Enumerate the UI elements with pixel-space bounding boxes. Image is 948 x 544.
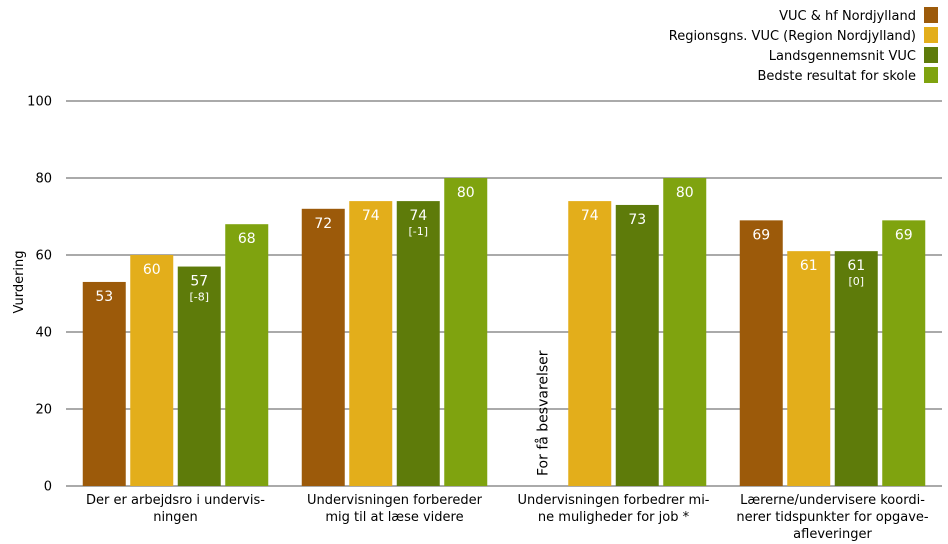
bar [882,220,926,486]
bar [82,281,126,486]
bar-value-label: 80 [676,185,694,201]
bar-value-label: 69 [895,227,913,243]
legend-entry: Bedste resultat for skole [757,69,916,84]
bar [130,255,174,486]
y-tick-label: 40 [35,326,52,341]
x-axis-labels: Der er arbejdsro i undervis-ningen Underv… [86,493,929,542]
bar [834,251,878,486]
y-tick-label: 20 [35,403,52,418]
bar-note-label: [-8] [189,291,209,304]
bar-value-label: 73 [628,212,646,228]
bar [349,201,393,486]
y-tick-label: 100 [27,95,52,110]
bar-value-label: 61 [800,258,818,274]
bar-value-label: 68 [238,231,256,247]
bar-note-label: [-1] [408,225,428,238]
chart-legend: VUC & hf Nordjylland Regionsgns. VUC (Reg… [669,7,938,84]
bar [301,208,345,487]
bar [787,251,831,486]
bar-value-label: 74 [581,208,599,224]
bar-value-label: 80 [457,185,475,201]
bar-value-label: 74 [409,208,427,224]
bar [615,204,659,486]
y-axis-label: Vurdering [12,250,27,313]
bar [663,178,707,486]
bar-value-label: 61 [847,258,865,274]
legend-entry: Regionsgns. VUC (Region Nordjylland) [669,29,916,44]
bar [225,224,269,486]
legend-swatch [924,27,938,43]
x-tick-label: Der er arbejdsro i undervis-ningen [86,493,265,525]
y-tick-label: 60 [35,249,52,264]
bar-value-label: 74 [362,208,380,224]
legend-entry: Landsgennemsnit VUC [769,49,916,64]
y-tick-label: 80 [35,172,52,187]
bar [177,266,221,486]
legend-swatch [924,7,938,23]
legend-entry: VUC & hf Nordjylland [779,9,916,24]
bar-value-label: 72 [314,216,332,232]
legend-swatch [924,47,938,63]
bar [444,178,488,486]
bar [739,220,783,486]
bar [568,201,612,486]
bar-value-label: 57 [190,274,208,290]
x-tick-label: Lærerne/undervisere koordi-nerer tidspun… [736,493,928,542]
x-tick-label: Undervisningen forbereder mig til at læse… [307,493,483,525]
annotation-label: For få besvarelser [534,350,551,476]
bar-note-label: [0] [848,275,864,288]
y-axis-ticks: 0 20 40 60 80 100 [27,95,52,495]
x-tick-label: Undervisningen forbedrer mi-ne mulighede… [517,493,709,525]
y-tick-label: 0 [44,480,52,495]
bar-value-label: 53 [95,289,113,305]
bar-value-label: 60 [143,262,161,278]
bar [396,201,440,486]
legend-swatch [924,67,938,83]
bar-value-label: 69 [752,227,770,243]
